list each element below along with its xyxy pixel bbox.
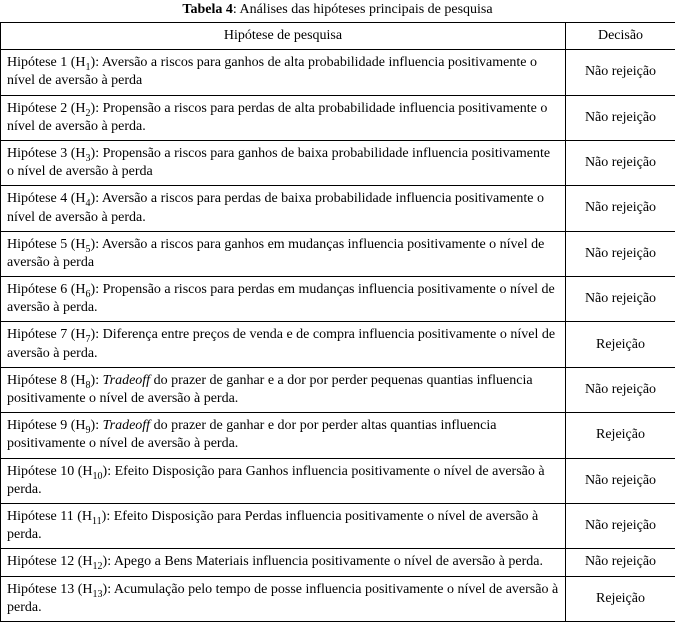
table-row: Hipótese 1 (H1): Aversão a riscos para g… <box>1 50 675 95</box>
table-row: Hipótese 7 (H7): Diferença entre preços … <box>1 322 675 367</box>
hypothesis-label: Hipótese 7 (H <box>7 327 86 342</box>
decision-cell: Não rejeição <box>566 367 675 412</box>
header-decision: Decisão <box>566 23 675 50</box>
table-header-row: Hipótese de pesquisa Decisão <box>1 23 675 50</box>
hypotheses-table: Hipótese de pesquisa Decisão Hipótese 1 … <box>0 22 675 622</box>
italic-term: Tradeoff <box>103 418 150 433</box>
hypothesis-cell: Hipótese 13 (H13): Acumulação pelo tempo… <box>1 576 566 621</box>
hypothesis-subscript: 13 <box>93 588 103 599</box>
decision-cell: Não rejeição <box>566 503 675 548</box>
table-row: Hipótese 11 (H11): Efeito Disposição par… <box>1 503 675 548</box>
decision-cell: Não rejeição <box>566 277 675 322</box>
hypothesis-label: Hipótese 5 (H <box>7 237 86 252</box>
hypothesis-cell: Hipótese 4 (H4): Aversão a riscos para p… <box>1 186 566 231</box>
table-row: Hipótese 13 (H13): Acumulação pelo tempo… <box>1 576 675 621</box>
hypothesis-label: Hipótese 1 (H <box>7 55 86 70</box>
caption-prefix: Tabela 4 <box>182 2 232 17</box>
decision-cell: Não rejeição <box>566 95 675 140</box>
hypothesis-label: Hipótese 10 (H <box>7 464 93 479</box>
decision-cell: Rejeição <box>566 322 675 367</box>
decision-cell: Não rejeição <box>566 231 675 276</box>
decision-cell: Não rejeição <box>566 549 675 576</box>
hypothesis-cell: Hipótese 1 (H1): Aversão a riscos para g… <box>1 50 566 95</box>
caption-rest: : Análises das hipóteses principais de p… <box>233 2 493 17</box>
italic-term: Tradeoff <box>103 373 150 388</box>
decision-cell: Não rejeição <box>566 458 675 503</box>
decision-cell: Não rejeição <box>566 186 675 231</box>
hypothesis-label: Hipótese 2 (H <box>7 101 86 116</box>
header-hypothesis: Hipótese de pesquisa <box>1 23 566 50</box>
hypothesis-subscript: 12 <box>93 561 103 572</box>
table-row: Hipótese 12 (H12): Apego a Bens Materiai… <box>1 549 675 576</box>
hypothesis-rest: ): Apego a Bens Materiais influencia pos… <box>103 554 543 569</box>
hypothesis-cell: Hipótese 6 (H6): Propensão a riscos para… <box>1 277 566 322</box>
decision-cell: Não rejeição <box>566 50 675 95</box>
hypothesis-label: Hipótese 12 (H <box>7 554 93 569</box>
decision-cell: Não rejeição <box>566 140 675 185</box>
hypothesis-label: Hipótese 13 (H <box>7 582 93 597</box>
decision-cell: Rejeição <box>566 413 675 458</box>
hypothesis-rest: ): Propensão a riscos para ganhos de bai… <box>7 146 550 179</box>
hypothesis-cell: Hipótese 2 (H2): Propensão a riscos para… <box>1 95 566 140</box>
table-row: Hipótese 5 (H5): Aversão a riscos para g… <box>1 231 675 276</box>
hypothesis-rest: ): Aversão a riscos para ganhos em mudan… <box>7 237 544 270</box>
hypothesis-rest-pre: ): <box>91 418 103 433</box>
hypothesis-cell: Hipótese 12 (H12): Apego a Bens Materiai… <box>1 549 566 576</box>
table-row: Hipótese 3 (H3): Propensão a riscos para… <box>1 140 675 185</box>
hypothesis-label: Hipótese 9 (H <box>7 418 86 433</box>
hypothesis-label: Hipótese 3 (H <box>7 146 86 161</box>
hypothesis-subscript: 11 <box>92 516 102 527</box>
hypothesis-label: Hipótese 4 (H <box>7 191 86 206</box>
hypothesis-cell: Hipótese 10 (H10): Efeito Disposição par… <box>1 458 566 503</box>
hypothesis-label: Hipótese 11 (H <box>7 509 92 524</box>
table-row: Hipótese 2 (H2): Propensão a riscos para… <box>1 95 675 140</box>
hypothesis-cell: Hipótese 9 (H9): Tradeoff do prazer de g… <box>1 413 566 458</box>
hypothesis-rest: ): Propensão a riscos para perdas de alt… <box>7 101 547 134</box>
hypothesis-label: Hipótese 8 (H <box>7 373 86 388</box>
table-row: Hipótese 6 (H6): Propensão a riscos para… <box>1 277 675 322</box>
hypothesis-subscript: 10 <box>93 470 103 481</box>
hypothesis-label: Hipótese 6 (H <box>7 282 86 297</box>
table-row: Hipótese 9 (H9): Tradeoff do prazer de g… <box>1 413 675 458</box>
decision-cell: Rejeição <box>566 576 675 621</box>
table-row: Hipótese 10 (H10): Efeito Disposição par… <box>1 458 675 503</box>
hypothesis-cell: Hipótese 7 (H7): Diferença entre preços … <box>1 322 566 367</box>
hypothesis-cell: Hipótese 11 (H11): Efeito Disposição par… <box>1 503 566 548</box>
hypothesis-rest: ): Propensão a riscos para perdas em mud… <box>7 282 555 315</box>
hypothesis-rest-pre: ): <box>91 373 103 388</box>
table-row: Hipótese 4 (H4): Aversão a riscos para p… <box>1 186 675 231</box>
hypothesis-cell: Hipótese 5 (H5): Aversão a riscos para g… <box>1 231 566 276</box>
table-row: Hipótese 8 (H8): Tradeoff do prazer de g… <box>1 367 675 412</box>
table-caption: Tabela 4: Análises das hipóteses princip… <box>0 2 675 18</box>
hypothesis-rest: ): Diferença entre preços de venda e de … <box>7 327 555 360</box>
hypothesis-cell: Hipótese 3 (H3): Propensão a riscos para… <box>1 140 566 185</box>
hypothesis-rest: ): Aversão a riscos para ganhos de alta … <box>7 55 537 88</box>
hypothesis-cell: Hipótese 8 (H8): Tradeoff do prazer de g… <box>1 367 566 412</box>
